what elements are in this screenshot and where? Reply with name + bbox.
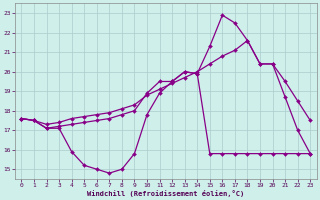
X-axis label: Windchill (Refroidissement éolien,°C): Windchill (Refroidissement éolien,°C) (87, 190, 244, 197)
